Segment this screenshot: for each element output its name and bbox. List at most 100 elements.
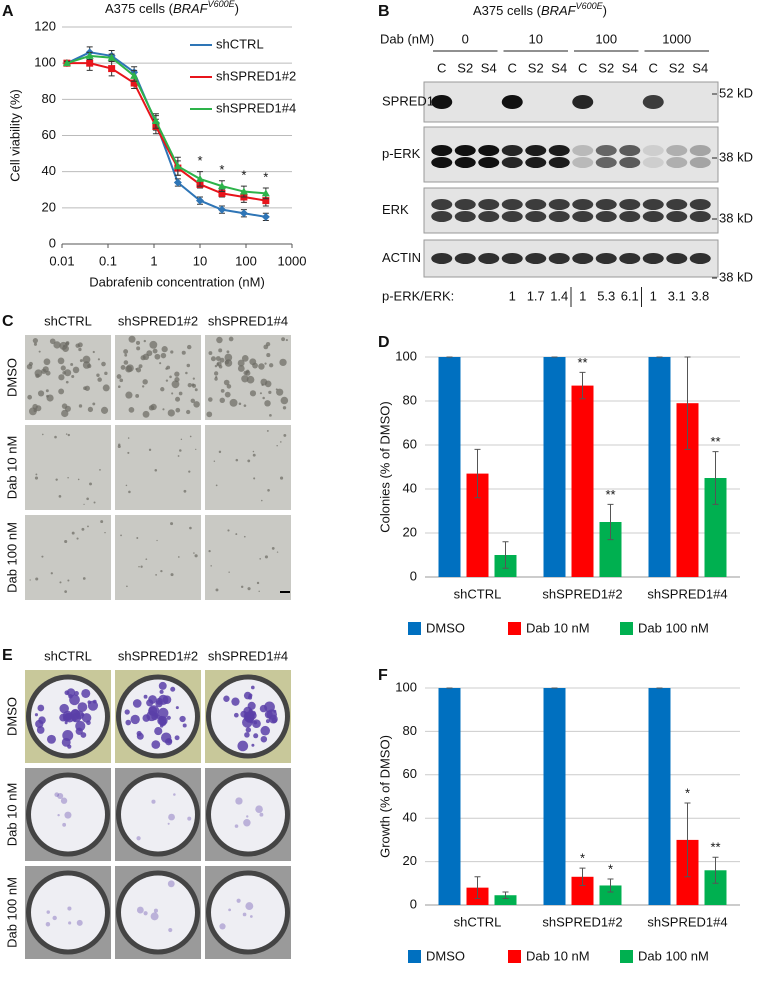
legend-label: Dab 100 nM <box>638 620 709 635</box>
column-label: shCTRL <box>44 648 92 663</box>
colony <box>124 353 128 357</box>
title-part: ) <box>603 3 607 18</box>
colony <box>32 338 38 344</box>
title-part: A375 cells ( <box>105 1 174 16</box>
band <box>572 145 594 156</box>
band <box>642 95 664 109</box>
bar <box>676 403 699 577</box>
lane-label: C <box>508 60 517 75</box>
colony <box>142 714 151 722</box>
colony <box>224 353 233 362</box>
title-part: A375 cells ( <box>473 3 542 18</box>
marker <box>239 209 248 218</box>
micrograph <box>25 515 111 600</box>
annotation: ** <box>710 840 720 855</box>
colony <box>241 375 249 383</box>
colony <box>82 355 91 364</box>
colony <box>247 587 251 591</box>
colony <box>61 409 69 418</box>
colony <box>157 716 167 726</box>
colony <box>159 689 164 694</box>
colony <box>219 357 225 363</box>
ratio: 3.1 <box>668 288 686 303</box>
colony <box>158 681 167 690</box>
colony <box>43 358 51 366</box>
colony <box>186 363 191 368</box>
colony <box>215 588 219 592</box>
colony <box>246 712 250 717</box>
colony <box>158 694 169 705</box>
band <box>431 145 453 156</box>
row-label: DMSO <box>4 358 19 397</box>
colony <box>279 358 287 367</box>
colony <box>62 822 67 827</box>
band <box>642 211 664 222</box>
colony <box>260 378 268 386</box>
panel-label: D <box>378 334 390 351</box>
colony <box>54 435 57 439</box>
ratio: 6.1 <box>621 288 639 303</box>
band <box>454 199 476 210</box>
colony <box>214 364 218 368</box>
colony <box>130 714 140 725</box>
ratio-label: p-ERK/ERK: <box>382 288 454 303</box>
colony <box>248 709 254 714</box>
band <box>501 95 523 109</box>
x-tick-label: shSPRED1#2 <box>542 914 622 929</box>
band <box>642 253 664 264</box>
band <box>642 145 664 156</box>
y-tick-label: 60 <box>403 766 417 781</box>
colony <box>128 407 135 413</box>
colony <box>241 355 249 362</box>
colony <box>151 740 161 749</box>
colony <box>53 341 61 349</box>
colony <box>246 815 249 818</box>
colony <box>252 450 255 453</box>
band <box>666 253 688 264</box>
annotation: * <box>580 851 585 866</box>
colony <box>260 725 271 736</box>
colony <box>166 715 171 720</box>
colony <box>104 531 106 534</box>
band <box>619 211 641 222</box>
legend-label: shCTRL <box>216 36 264 51</box>
colony <box>210 356 216 362</box>
colony <box>167 822 170 825</box>
legend-label: Dab 10 nM <box>526 948 590 963</box>
colony <box>46 394 54 402</box>
y-tick-label: 20 <box>403 524 417 539</box>
colony <box>213 460 216 462</box>
band <box>525 199 547 210</box>
y-tick-label: 20 <box>403 853 417 868</box>
colony <box>177 455 180 457</box>
title: A375 cells (BRAFV600E) <box>105 0 239 16</box>
colony <box>269 413 272 417</box>
error-bar <box>684 802 691 878</box>
colony <box>159 362 162 365</box>
colony <box>167 409 175 417</box>
y-tick-label: 100 <box>395 348 417 363</box>
colony <box>117 385 121 389</box>
colony <box>65 341 70 347</box>
line <box>66 62 267 202</box>
colony <box>141 385 145 388</box>
colony <box>140 355 146 361</box>
colony <box>160 569 163 573</box>
colony <box>219 923 226 930</box>
bar <box>438 688 461 905</box>
lane-label: S4 <box>692 60 708 75</box>
colony <box>78 347 82 352</box>
colony <box>68 921 72 925</box>
colony <box>165 379 169 382</box>
colony <box>42 433 44 436</box>
ratio: 1 <box>650 288 657 303</box>
micrograph <box>205 425 291 510</box>
colony <box>186 409 191 415</box>
colony <box>259 392 262 395</box>
marker <box>108 65 116 73</box>
x-tick-label: 10 <box>193 253 207 268</box>
band <box>642 157 664 168</box>
colony <box>174 377 180 383</box>
colony <box>247 459 251 463</box>
bar <box>466 473 489 577</box>
